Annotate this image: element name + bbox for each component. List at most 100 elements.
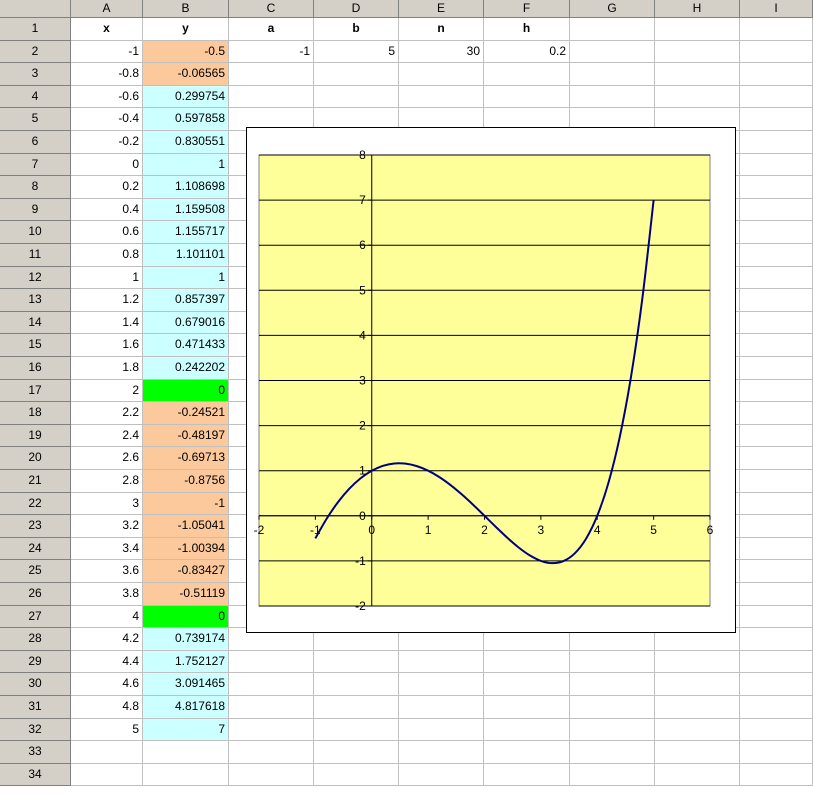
x-value-cell[interactable]: -0.8 bbox=[71, 63, 143, 86]
cell[interactable] bbox=[740, 176, 813, 199]
row-header[interactable]: 14 bbox=[0, 311, 71, 335]
row-header[interactable]: 21 bbox=[0, 470, 71, 493]
cell[interactable] bbox=[655, 741, 740, 764]
header-cell-b[interactable]: b bbox=[314, 18, 399, 41]
embedded-chart[interactable]: -2 -1 0 1 2 3 4 5 6 7 8 -2 -1 0 1 2 3 4 5 6 bbox=[246, 127, 736, 633]
cell[interactable] bbox=[740, 673, 813, 696]
row-header[interactable]: 18 bbox=[0, 402, 71, 425]
cell[interactable] bbox=[655, 673, 740, 696]
x-value-cell[interactable]: 4.4 bbox=[71, 650, 143, 674]
x-value-cell[interactable]: 2.4 bbox=[71, 424, 143, 448]
header-cell-x[interactable]: x bbox=[71, 18, 143, 41]
cell[interactable] bbox=[399, 763, 484, 787]
x-value-cell[interactable]: 3.4 bbox=[71, 537, 143, 561]
x-value-cell[interactable]: 0.8 bbox=[71, 244, 143, 267]
row-header[interactable]: 13 bbox=[0, 289, 71, 312]
cell[interactable] bbox=[740, 763, 813, 787]
cell[interactable] bbox=[740, 379, 813, 403]
cell[interactable] bbox=[229, 63, 314, 86]
cell[interactable] bbox=[484, 763, 570, 787]
cell[interactable] bbox=[570, 673, 655, 696]
cell[interactable] bbox=[740, 63, 813, 86]
cell[interactable] bbox=[740, 537, 813, 561]
row-header[interactable]: 4 bbox=[0, 85, 71, 109]
cell[interactable] bbox=[484, 628, 570, 651]
header-cell-n[interactable]: n bbox=[399, 18, 484, 41]
cell[interactable] bbox=[484, 718, 570, 742]
y-value-cell[interactable]: -0.69713 bbox=[143, 447, 229, 470]
y-value-cell[interactable]: -1.00394 bbox=[143, 537, 229, 561]
y-value-cell[interactable]: 1 bbox=[143, 153, 229, 177]
x-value-cell[interactable]: 3 bbox=[71, 492, 143, 516]
y-value-cell[interactable]: 1.752127 bbox=[143, 650, 229, 674]
cell[interactable] bbox=[740, 696, 813, 719]
y-value-cell[interactable]: -0.48197 bbox=[143, 424, 229, 448]
cell[interactable] bbox=[399, 63, 484, 86]
x-value-cell[interactable]: -1 bbox=[71, 40, 143, 64]
x-value-cell[interactable]: -0.4 bbox=[71, 108, 143, 131]
y-value-cell[interactable]: -0.5 bbox=[143, 40, 229, 64]
cell[interactable] bbox=[655, 650, 740, 674]
row-header[interactable]: 8 bbox=[0, 176, 71, 199]
cell[interactable] bbox=[484, 650, 570, 674]
cell[interactable] bbox=[570, 18, 655, 41]
x-value-cell[interactable]: 1.4 bbox=[71, 311, 143, 335]
row-header[interactable]: 28 bbox=[0, 628, 71, 651]
row-header[interactable]: 15 bbox=[0, 334, 71, 357]
cell[interactable] bbox=[570, 85, 655, 109]
cell[interactable] bbox=[484, 673, 570, 696]
y-value-cell[interactable]: -0.8756 bbox=[143, 470, 229, 493]
select-all-corner[interactable] bbox=[0, 0, 71, 18]
row-header[interactable]: 29 bbox=[0, 650, 71, 674]
x-value-cell[interactable]: 2 bbox=[71, 379, 143, 403]
y-value-cell[interactable]: -0.83427 bbox=[143, 560, 229, 583]
row-header[interactable]: 30 bbox=[0, 673, 71, 696]
cell[interactable] bbox=[740, 357, 813, 380]
column-header-e[interactable]: E bbox=[399, 0, 484, 18]
x-value-cell[interactable]: 4.2 bbox=[71, 628, 143, 651]
cell[interactable] bbox=[314, 63, 399, 86]
cell[interactable] bbox=[740, 289, 813, 312]
cell[interactable] bbox=[740, 85, 813, 109]
column-header-b[interactable]: B bbox=[143, 0, 229, 18]
cell[interactable] bbox=[229, 650, 314, 674]
y-value-cell[interactable]: -0.24521 bbox=[143, 402, 229, 425]
x-value-cell[interactable]: 3.8 bbox=[71, 583, 143, 606]
y-value-cell[interactable]: -0.06565 bbox=[143, 63, 229, 86]
y-value-cell[interactable]: 1 bbox=[143, 266, 229, 290]
row-header[interactable]: 31 bbox=[0, 696, 71, 719]
cell[interactable] bbox=[229, 673, 314, 696]
cell[interactable] bbox=[314, 741, 399, 764]
row-header[interactable]: 7 bbox=[0, 153, 71, 177]
row-header[interactable]: 32 bbox=[0, 718, 71, 742]
cell[interactable] bbox=[740, 628, 813, 651]
y-value-cell[interactable]: 0.857397 bbox=[143, 289, 229, 312]
cell[interactable] bbox=[740, 583, 813, 606]
x-value-cell[interactable]: 3.2 bbox=[71, 515, 143, 538]
x-value-cell[interactable]: -0.2 bbox=[71, 131, 143, 154]
cell[interactable] bbox=[570, 741, 655, 764]
cell[interactable] bbox=[570, 650, 655, 674]
cell[interactable] bbox=[740, 198, 813, 222]
cell[interactable] bbox=[399, 673, 484, 696]
x-value-cell[interactable]: 2.6 bbox=[71, 447, 143, 470]
cell[interactable] bbox=[740, 311, 813, 335]
cell[interactable] bbox=[484, 696, 570, 719]
cell[interactable] bbox=[740, 402, 813, 425]
row-header[interactable]: 19 bbox=[0, 424, 71, 448]
column-header-c[interactable]: C bbox=[229, 0, 314, 18]
cell[interactable] bbox=[655, 18, 740, 41]
cell[interactable] bbox=[655, 63, 740, 86]
cell[interactable] bbox=[314, 85, 399, 109]
row-header[interactable]: 24 bbox=[0, 537, 71, 561]
row-header[interactable]: 20 bbox=[0, 447, 71, 470]
row-header[interactable]: 6 bbox=[0, 131, 71, 154]
cell[interactable] bbox=[740, 515, 813, 538]
y-value-cell[interactable]: 4.817618 bbox=[143, 696, 229, 719]
cell[interactable] bbox=[229, 696, 314, 719]
cell[interactable] bbox=[399, 696, 484, 719]
y-value-cell[interactable]: 0.830551 bbox=[143, 131, 229, 154]
cell[interactable] bbox=[399, 741, 484, 764]
cell[interactable] bbox=[740, 266, 813, 290]
cell[interactable] bbox=[229, 628, 314, 651]
